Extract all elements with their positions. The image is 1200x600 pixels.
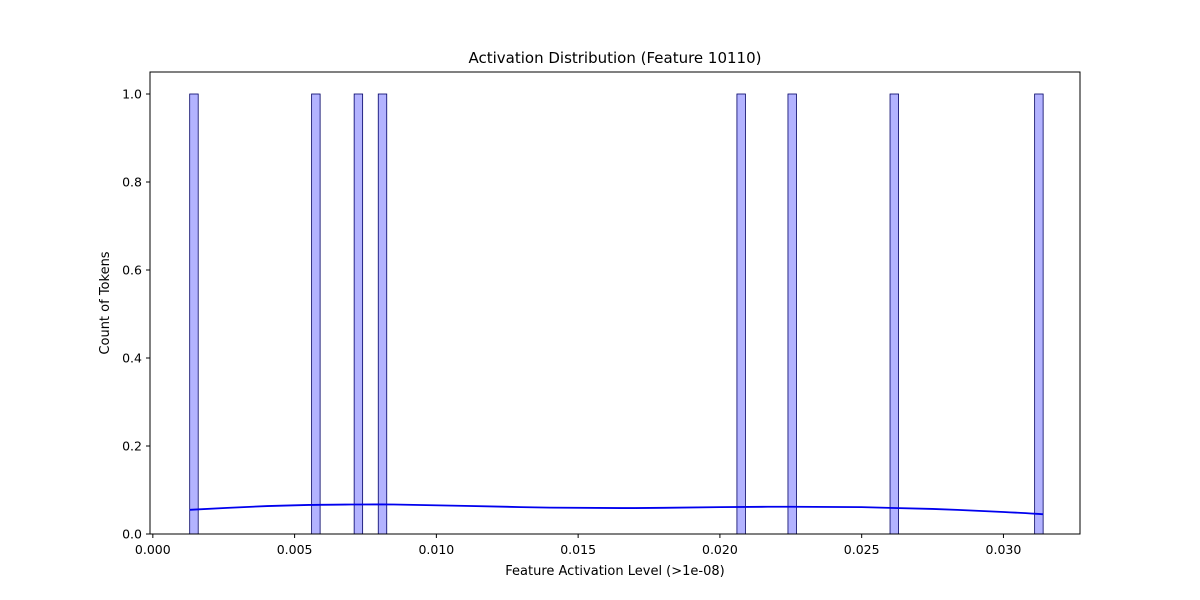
x-tick-label: 0.030 (986, 542, 1022, 557)
x-axis-label: Feature Activation Level (>1e-08) (505, 564, 724, 579)
y-axis-ticks: 0.0 0.2 0.4 0.6 0.8 1.0 (122, 87, 150, 542)
x-tick-label: 0.020 (702, 542, 738, 557)
histogram-bar (311, 93, 321, 535)
kde-layer (189, 503, 1044, 516)
y-axis-label: Count of Tokens (98, 251, 113, 354)
histogram-bar (889, 93, 899, 535)
x-tick-label: 0.015 (560, 542, 596, 557)
histogram-bar (189, 93, 199, 535)
kde-curve (189, 503, 1044, 516)
chart-title: Activation Distribution (Feature 10110) (468, 49, 761, 67)
x-tick-label: 0.025 (844, 542, 880, 557)
histogram-bar (1034, 93, 1044, 535)
histogram-bar (353, 93, 364, 535)
plot-frame (149, 71, 1081, 535)
y-tick-label: 0.4 (122, 351, 142, 366)
x-tick-label: 0.000 (135, 542, 171, 557)
histogram-bar (377, 93, 388, 535)
y-tick-label: 0.8 (122, 175, 142, 190)
bars-layer (189, 93, 1044, 535)
histogram-bar (736, 93, 746, 535)
histogram-bar (787, 93, 797, 535)
y-tick-label: 1.0 (122, 87, 142, 102)
y-tick-label: 0.2 (122, 439, 142, 454)
x-axis-ticks: 0.000 0.005 0.010 0.015 0.020 0.025 0.030 (135, 534, 1021, 557)
y-tick-label: 0.6 (122, 263, 142, 278)
y-tick-label: 0.0 (122, 527, 142, 542)
x-tick-label: 0.005 (277, 542, 313, 557)
x-tick-label: 0.010 (418, 542, 454, 557)
